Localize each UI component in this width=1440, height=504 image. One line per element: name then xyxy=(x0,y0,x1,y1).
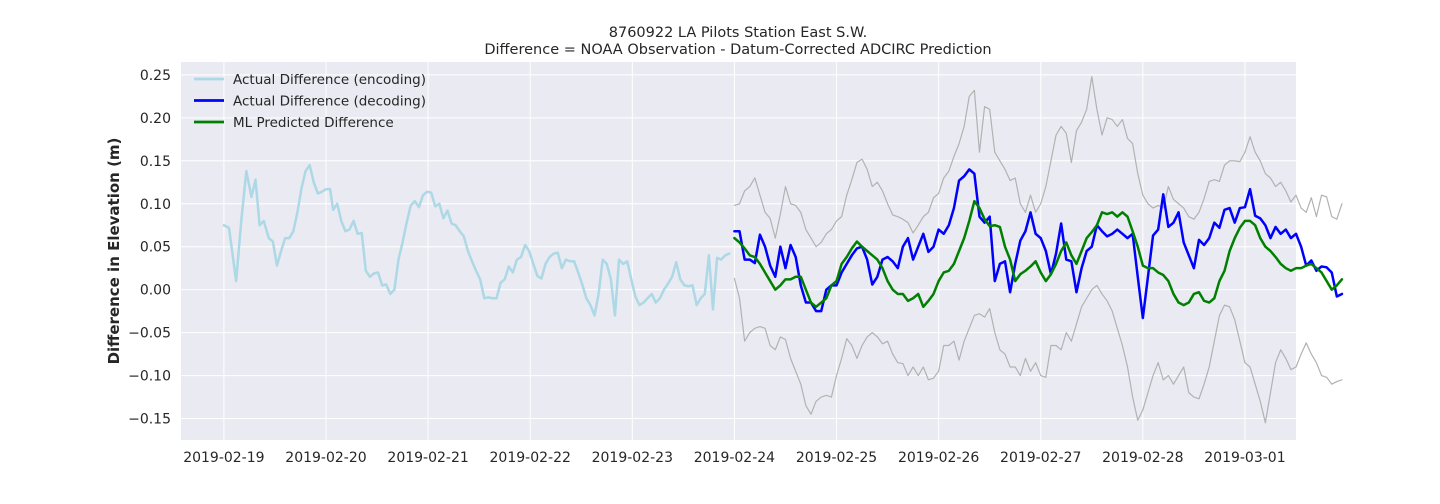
plot-area xyxy=(181,62,1296,440)
x-tick-label: 2019-02-22 xyxy=(490,450,571,466)
x-axis: 2019-02-19 2019-02-20 2019-02-21 2019-02-22… xyxy=(183,450,1285,466)
series-line-ml-predicted-difference xyxy=(733,199,1344,309)
x-tick-label: 2019-03-01 xyxy=(1204,450,1285,466)
y-tick-label: 0.25 xyxy=(140,68,171,84)
grid xyxy=(181,62,1296,440)
chart-title-line-1: 8760922 LA Pilots Station East S.W. xyxy=(609,25,867,41)
series-layer xyxy=(222,76,1344,424)
y-tick-label: 0.20 xyxy=(140,111,171,127)
y-tick-label: 0.05 xyxy=(140,240,171,256)
x-tick-label: 2019-02-24 xyxy=(694,450,775,466)
x-tick-label: 2019-02-28 xyxy=(1102,450,1183,466)
chart-title-line-2: Difference = NOAA Observation - Datum-Co… xyxy=(484,42,991,58)
x-tick-label: 2019-02-23 xyxy=(592,450,673,466)
series-line-actual-difference-decoding xyxy=(733,168,1344,320)
series-line-lower-bound xyxy=(733,277,1343,424)
x-tick-label: 2019-02-26 xyxy=(898,450,979,466)
y-tick-label: −0.15 xyxy=(128,412,171,428)
y-tick-label: 0.10 xyxy=(140,197,171,213)
legend-label: ML Predicted Difference xyxy=(233,115,394,131)
x-tick-label: 2019-02-21 xyxy=(387,450,468,466)
y-axis-label: Difference in Elevation (m) xyxy=(105,138,123,365)
x-tick-label: 2019-02-25 xyxy=(796,450,877,466)
legend-label: Actual Difference (encoding) xyxy=(233,72,426,88)
y-tick-label: −0.05 xyxy=(128,326,171,342)
y-tick-label: −0.10 xyxy=(128,369,171,385)
legend: Actual Difference (encoding) Actual Diffe… xyxy=(194,72,426,131)
series-line-upper-bound xyxy=(733,76,1343,248)
x-tick-label: 2019-02-20 xyxy=(285,450,366,466)
x-tick-label: 2019-02-19 xyxy=(183,450,264,466)
y-tick-label: 0.00 xyxy=(140,283,171,299)
legend-label: Actual Difference (decoding) xyxy=(233,94,426,110)
series-line-actual-difference-encoding xyxy=(222,163,731,317)
y-tick-label: 0.15 xyxy=(140,154,171,170)
x-tick-label: 2019-02-27 xyxy=(1000,450,1081,466)
y-axis: −0.15 −0.10 −0.05 0.00 0.05 0.10 0.15 0.20 0.25 xyxy=(128,68,171,428)
